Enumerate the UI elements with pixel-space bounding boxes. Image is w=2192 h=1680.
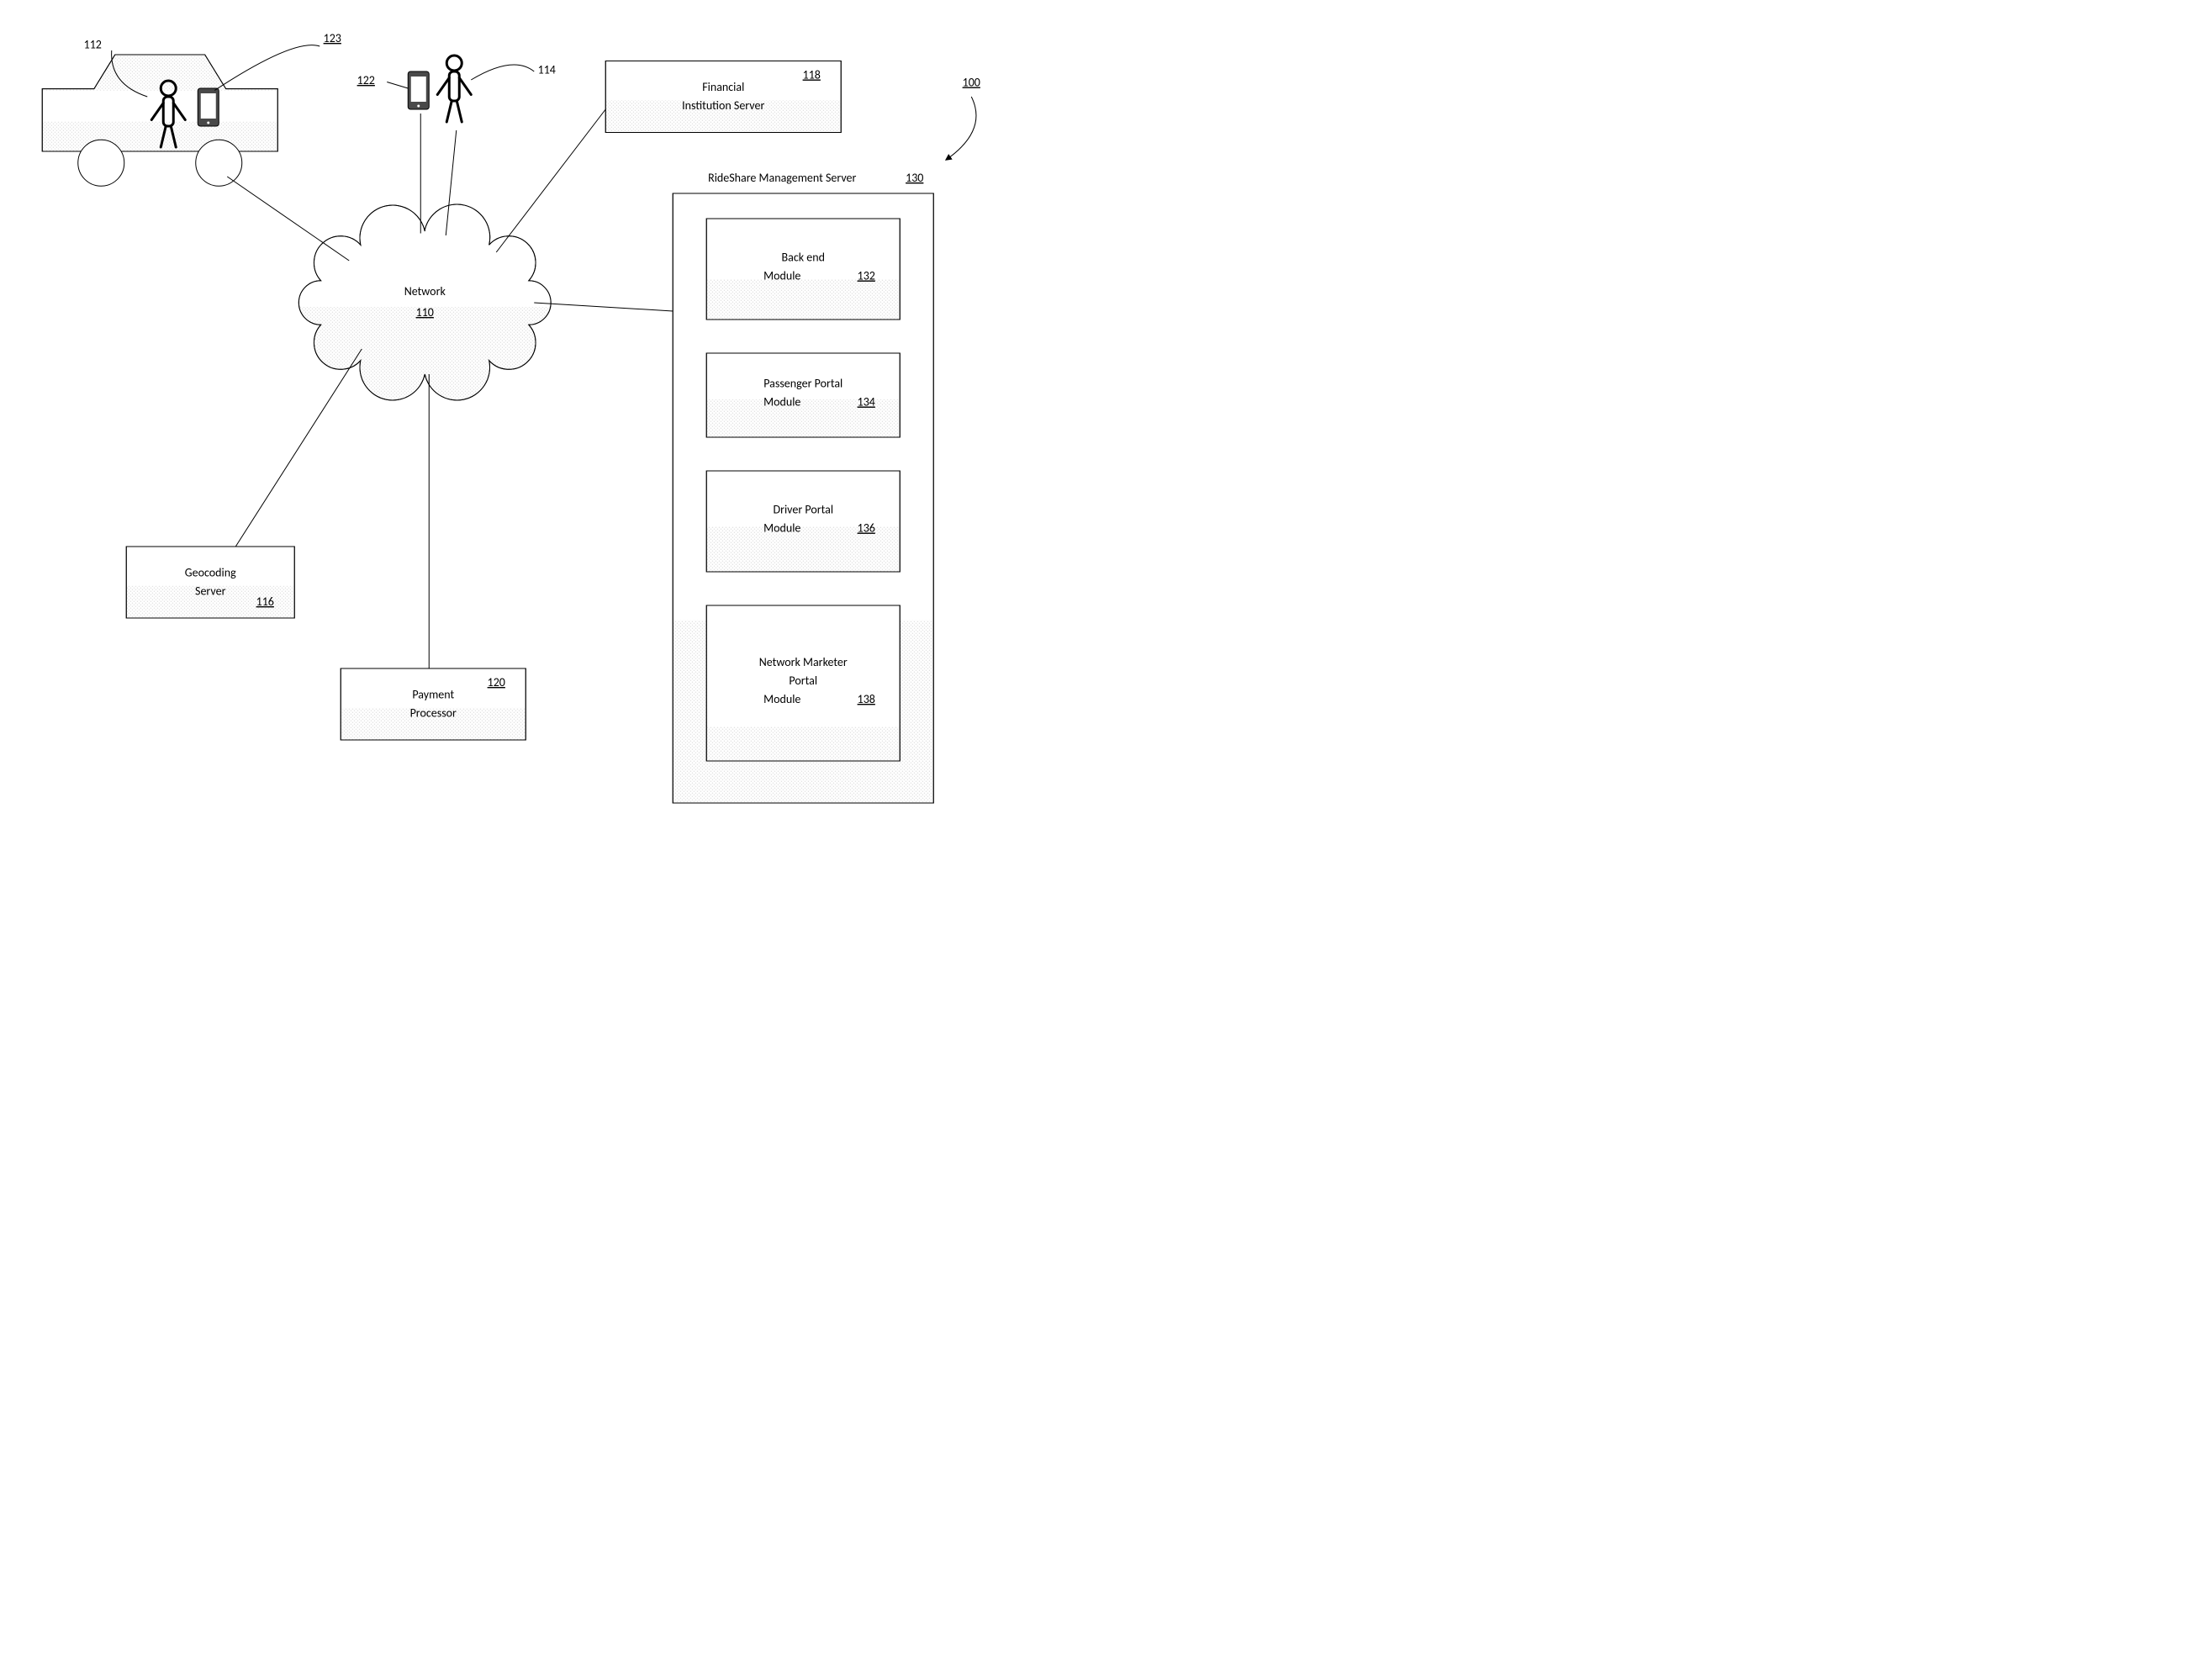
svg-text:134: 134 — [858, 395, 875, 409]
svg-text:Payment: Payment — [412, 688, 454, 702]
svg-text:122: 122 — [357, 73, 375, 87]
svg-text:Geocoding: Geocoding — [185, 566, 236, 580]
svg-text:Institution Server: Institution Server — [682, 98, 764, 113]
svg-text:Processor: Processor — [410, 706, 457, 721]
module-passenger: Passenger Portal Module 134 — [706, 353, 900, 437]
svg-text:Module: Module — [763, 395, 800, 409]
svg-text:123: 123 — [324, 31, 341, 45]
payment-processor-box: Payment Processor 120 — [341, 668, 526, 740]
module-marketer: Network Marketer Portal Module 138 — [706, 605, 900, 761]
phone-123 — [198, 88, 219, 126]
svg-text:Driver Portal: Driver Portal — [773, 503, 833, 517]
svg-text:114: 114 — [538, 63, 556, 77]
svg-text:136: 136 — [858, 521, 875, 536]
svg-text:Server: Server — [195, 584, 226, 599]
svg-text:112: 112 — [84, 38, 102, 52]
svg-text:130: 130 — [906, 171, 923, 185]
network-cloud: Network 110 — [298, 204, 551, 404]
callout-100: 100 — [946, 76, 980, 161]
network-label: Network — [404, 284, 446, 298]
module-backend: Back end Module 132 — [706, 219, 900, 320]
svg-text:Network Marketer: Network Marketer — [759, 655, 848, 669]
svg-text:Module: Module — [763, 269, 800, 283]
financial-server-box: Financial Institution Server 118 — [605, 61, 841, 133]
svg-text:Module: Module — [763, 692, 800, 706]
callout-122: 122 — [357, 73, 409, 88]
link-rideshare-cloud — [534, 303, 673, 311]
svg-text:Module: Module — [763, 521, 800, 536]
link-car-cloud — [227, 177, 349, 261]
svg-text:Back end: Back end — [782, 251, 825, 265]
svg-text:118: 118 — [803, 68, 821, 82]
svg-text:138: 138 — [858, 692, 875, 706]
svg-text:100: 100 — [963, 76, 980, 90]
callout-114: 114 — [471, 63, 556, 81]
svg-text:Portal: Portal — [789, 674, 817, 688]
svg-text:132: 132 — [858, 269, 875, 283]
svg-text:116: 116 — [256, 594, 274, 609]
phone-122 — [408, 71, 429, 109]
link-geocoding-cloud — [235, 349, 362, 547]
svg-text:Financial: Financial — [702, 80, 744, 94]
svg-text:RideShare Management Server: RideShare Management Server — [708, 171, 856, 185]
module-driver: Driver Portal Module 136 — [706, 471, 900, 572]
callout-123: 123 — [214, 31, 341, 91]
passenger-person — [437, 55, 471, 122]
car — [40, 54, 280, 244]
svg-text:Passenger Portal: Passenger Portal — [763, 377, 842, 391]
link-financial-cloud — [496, 109, 605, 252]
network-ref: 110 — [416, 305, 434, 320]
geocoding-server-box: Geocoding Server 116 — [126, 547, 294, 618]
svg-text:120: 120 — [488, 675, 505, 689]
rideshare-title: RideShare Management Server 130 — [708, 171, 923, 185]
